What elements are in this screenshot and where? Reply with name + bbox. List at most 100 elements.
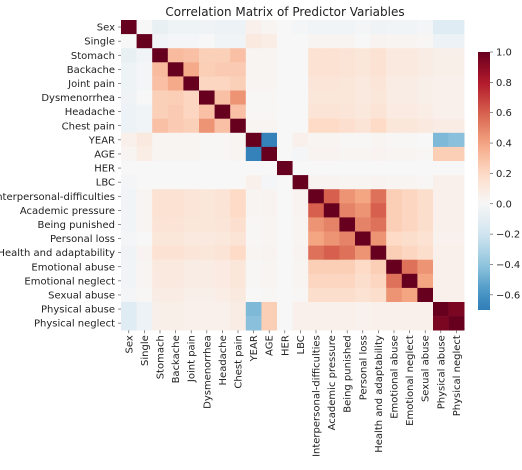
- heatmap-cell: [339, 34, 356, 49]
- heatmap-cell: [261, 34, 278, 49]
- heatmap-cell: [261, 104, 278, 119]
- heatmap-cell: [230, 34, 247, 49]
- heatmap-cell: [433, 189, 449, 204]
- heatmap-cell: [370, 259, 387, 275]
- heatmap-cell: [121, 245, 137, 260]
- colorbar-tick-label: 0.0: [496, 199, 512, 210]
- heatmap-cell: [167, 34, 184, 49]
- heatmap-cell: [136, 146, 153, 162]
- heatmap-cell: [245, 62, 262, 77]
- heatmap-cell: [230, 90, 247, 105]
- heatmap-cell: [417, 90, 434, 105]
- heatmap-cell: [370, 132, 387, 148]
- heatmap-cell: [245, 287, 262, 303]
- heatmap-cell: [245, 20, 262, 35]
- heatmap-cell: [386, 189, 403, 204]
- heatmap-cell: [277, 245, 293, 260]
- heatmap-cell: [136, 62, 153, 77]
- heatmap-cell: [136, 287, 153, 303]
- row-label: Being punished: [37, 220, 115, 231]
- heatmap-cell: [167, 48, 184, 63]
- heatmap-cell: [214, 48, 231, 63]
- heatmap-cell: [433, 34, 449, 49]
- heatmap-cell: [370, 231, 387, 246]
- heatmap-cell: [386, 203, 403, 218]
- heatmap-cell: [401, 259, 418, 275]
- heatmap-cell: [214, 161, 231, 176]
- heatmap-cell: [199, 34, 215, 49]
- heatmap-cell: [183, 231, 200, 246]
- heatmap-cell: [370, 161, 387, 176]
- heatmap-cell: [323, 132, 340, 148]
- heatmap-cell: [433, 76, 449, 91]
- column-label: Physical abuse: [436, 335, 447, 409]
- heatmap-cell: [277, 302, 293, 317]
- colorbar-tick-label: −0.6: [496, 290, 520, 301]
- heatmap-cell: [448, 203, 465, 218]
- heatmap-cell: [167, 90, 184, 105]
- heatmap-cell: [339, 90, 356, 105]
- heatmap-cell: [199, 259, 215, 275]
- heatmap-cell: [183, 189, 200, 204]
- heatmap-cell: [183, 48, 200, 63]
- heatmap-cell: [433, 231, 449, 246]
- row-label: Interpersonal-difficulties: [0, 192, 115, 203]
- heatmap-cell: [152, 90, 169, 105]
- heatmap-cell: [339, 189, 356, 204]
- heatmap-cell: [245, 34, 262, 49]
- heatmap-cell: [214, 34, 231, 49]
- heatmap-cell: [401, 104, 418, 119]
- heatmap-cell: [121, 34, 137, 49]
- heatmap-cell: [401, 273, 418, 289]
- column-label: Stomach: [156, 335, 167, 379]
- column-labels: Sex Single Stomach Backache Joint pain Dysmen…: [124, 330, 463, 457]
- heatmap-cell: [183, 76, 200, 91]
- heatmap-cell: [370, 146, 387, 162]
- row-label: Dysmenorrhea: [41, 93, 115, 104]
- heatmap-cell: [292, 217, 309, 232]
- heatmap-cell: [433, 302, 449, 317]
- heatmap-cell: [370, 302, 387, 317]
- heatmap-cell: [386, 231, 403, 246]
- heatmap-cell: [136, 245, 153, 260]
- column-label: Health and adaptability: [374, 335, 385, 453]
- row-label: Emotional abuse: [31, 262, 115, 273]
- heatmap-cell: [448, 316, 465, 331]
- heatmap-cell: [355, 132, 371, 148]
- heatmap-cell: [355, 118, 371, 134]
- heatmap-cell: [370, 217, 387, 232]
- heatmap-cell: [214, 76, 231, 91]
- row-label: Single: [84, 37, 115, 48]
- heatmap-cell: [370, 287, 387, 303]
- heatmap-cell: [183, 287, 200, 303]
- heatmap-cell: [433, 104, 449, 119]
- heatmap-cell: [339, 203, 356, 218]
- heatmap-cell: [230, 20, 247, 35]
- heatmap-cell: [152, 34, 169, 49]
- heatmap-cell: [214, 189, 231, 204]
- heatmap-cell: [136, 175, 153, 190]
- heatmap-cell: [370, 104, 387, 119]
- heatmap-cell: [417, 217, 434, 232]
- heatmap-cell: [121, 118, 137, 134]
- heatmap-cell: [355, 76, 371, 91]
- heatmap-cell: [417, 245, 434, 260]
- heatmap-cell: [308, 161, 325, 176]
- heatmap-cell: [386, 217, 403, 232]
- heatmap-cell: [277, 287, 293, 303]
- heatmap-cell: [230, 132, 247, 148]
- row-label: HER: [94, 164, 115, 175]
- heatmap-cell: [199, 90, 215, 105]
- heatmap-cell: [448, 245, 465, 260]
- heatmap-cell: [417, 62, 434, 77]
- heatmap-cell: [448, 146, 465, 162]
- heatmap-cell: [292, 90, 309, 105]
- heatmap-cell: [277, 217, 293, 232]
- heatmap-cell: [261, 231, 278, 246]
- heatmap-cell: [277, 175, 293, 190]
- heatmap-cell: [386, 34, 403, 49]
- heatmap-cell: [323, 259, 340, 275]
- heatmap-cell: [448, 62, 465, 77]
- heatmap-cell: [199, 287, 215, 303]
- heatmap-cell: [136, 48, 153, 63]
